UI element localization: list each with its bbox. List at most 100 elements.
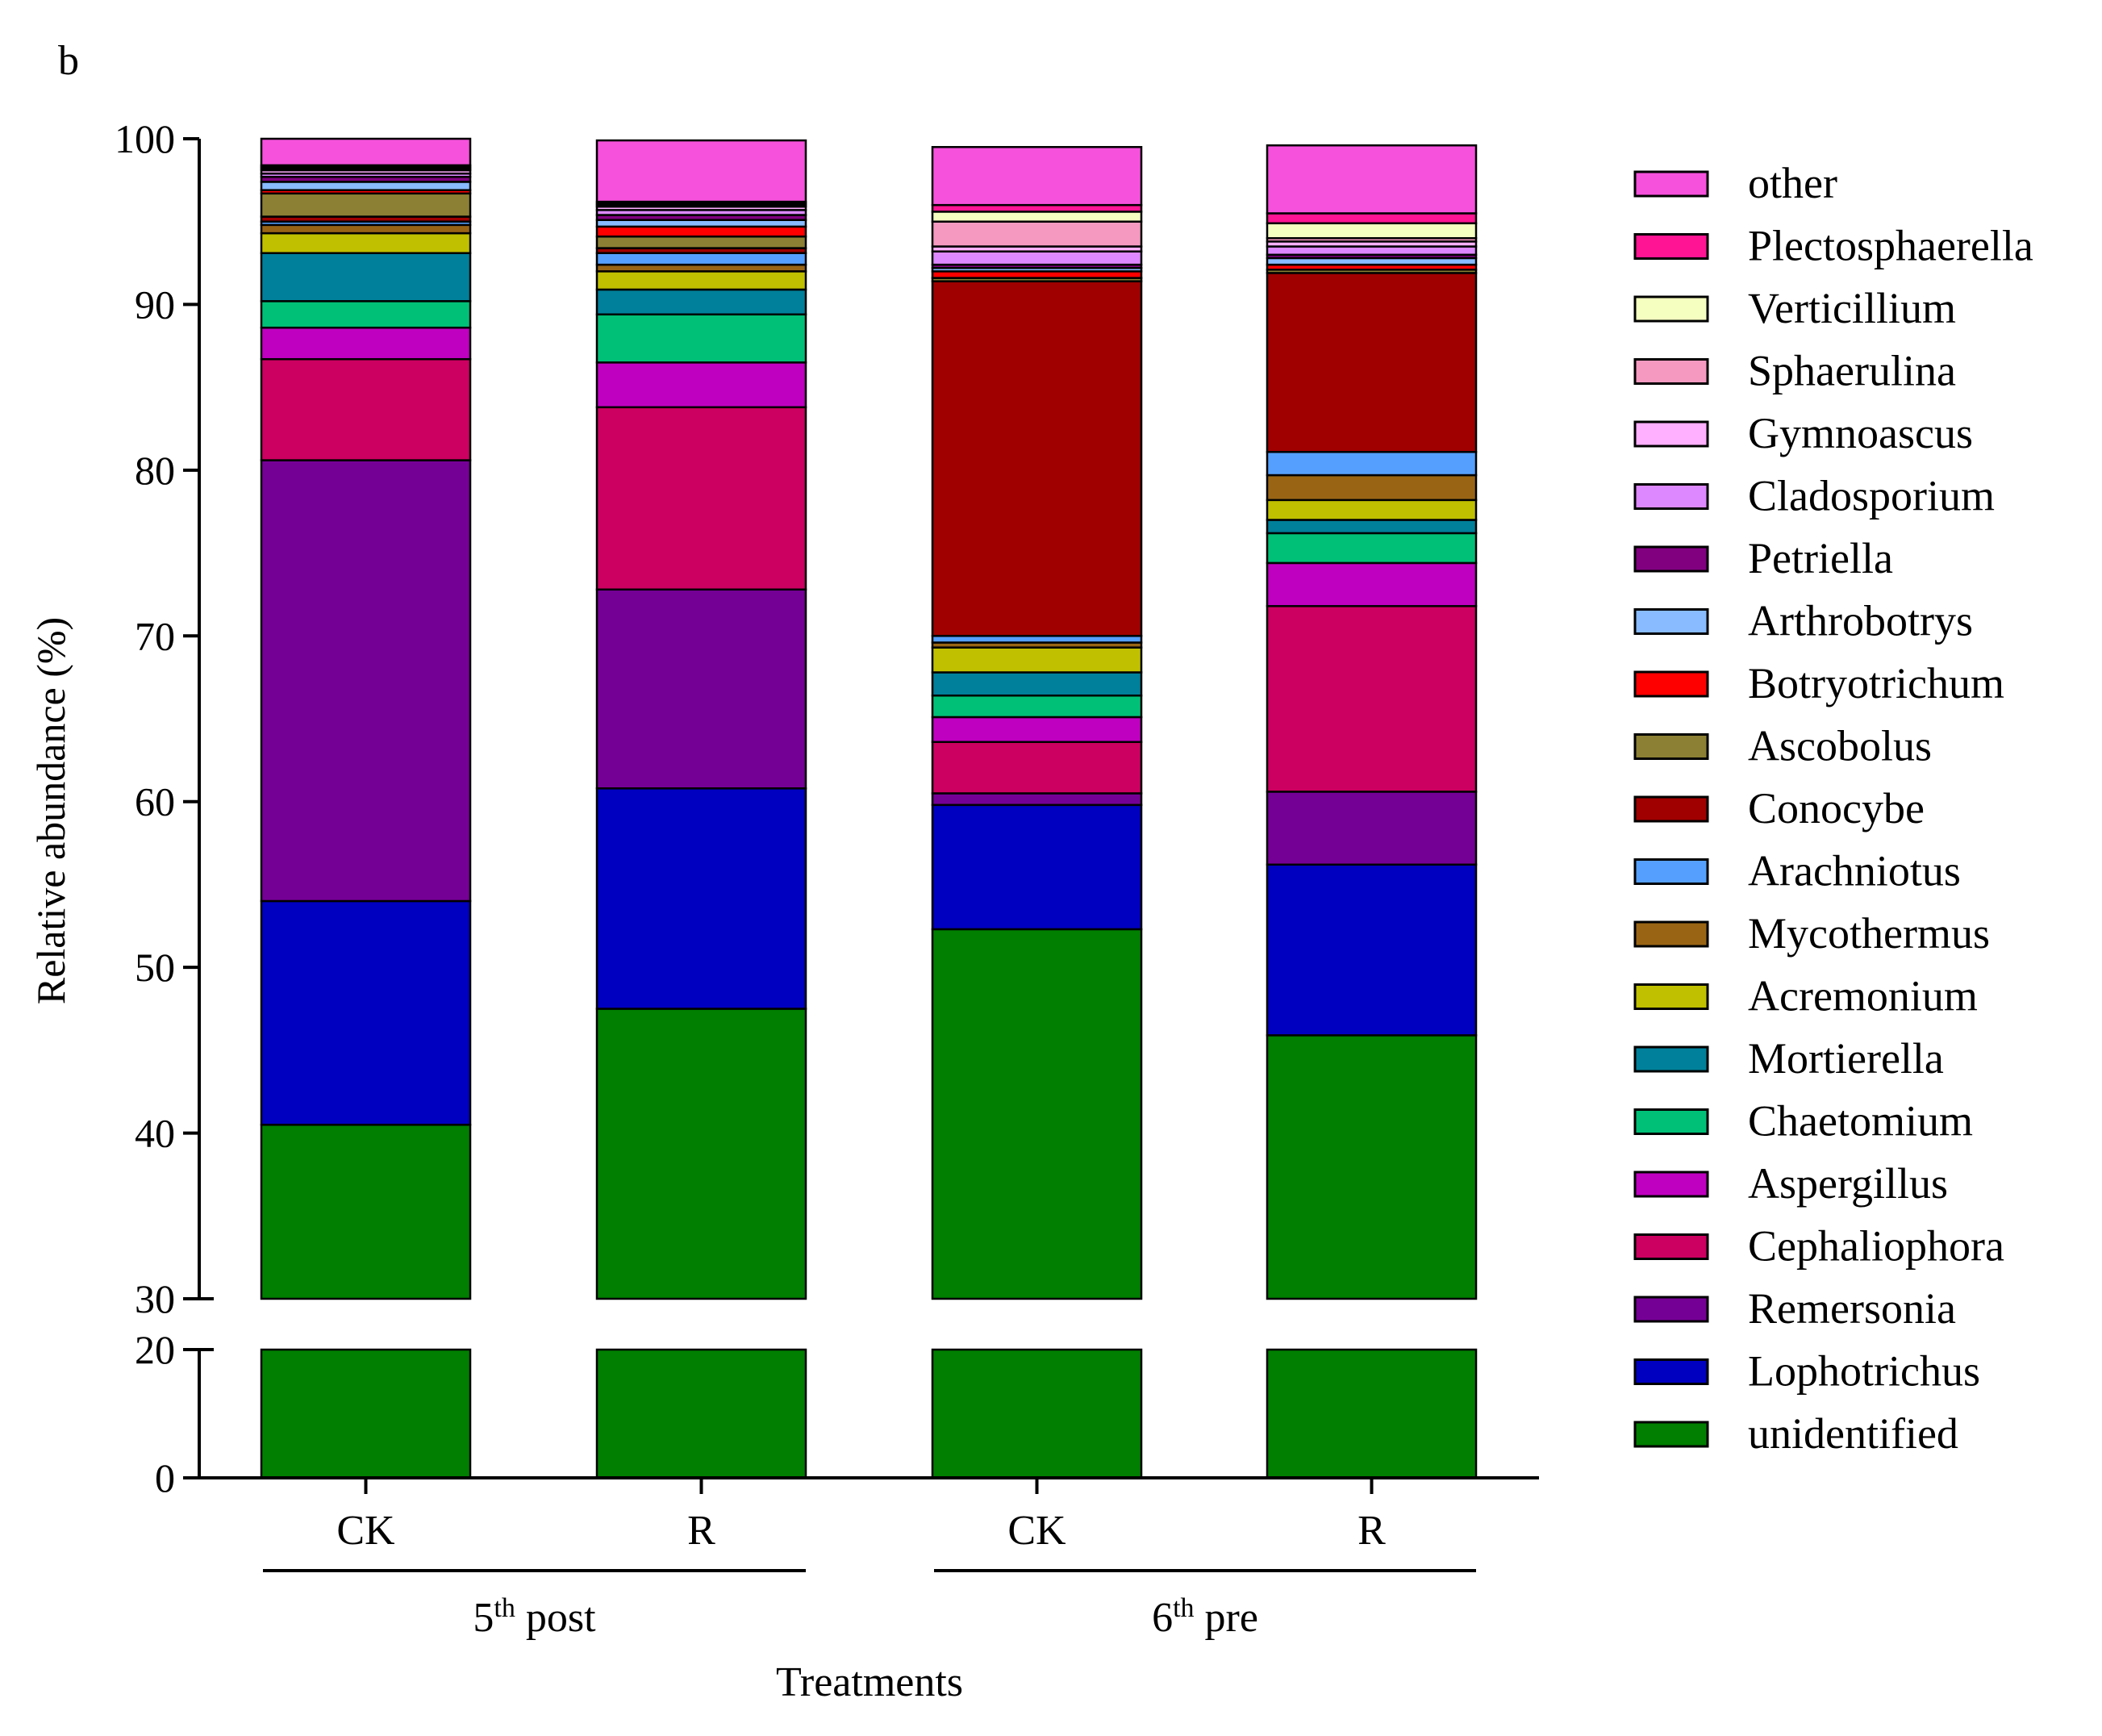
bar-segment-unidentified-4-lower [1266,1348,1478,1479]
bar-segment-unidentified-2-lower [595,1348,807,1479]
legend-swatch-remersonia [1633,1296,1709,1323]
bar-segment-remersonia-3 [931,792,1143,807]
legend-label-mycothermus: Mycothermus [1748,909,1990,958]
legend-item-plectosphaerella: Plectosphaerella [1633,222,2033,270]
legend-swatch-mycothermus [1633,920,1709,948]
legend-label-sphaerulina: Sphaerulina [1748,347,1956,395]
legend-label-cephaliophora: Cephaliophora [1748,1222,2004,1271]
x-tick-label-2: R [687,1508,715,1554]
bar-segment-unidentified-2 [595,1008,807,1300]
legend-label-chaetomium: Chaetomium [1748,1097,1973,1146]
legend-item-arthrobotrys: Arthrobotrys [1633,597,1973,645]
bar-segment-arachniotus-2 [595,252,807,266]
y-tick-label-80: 80 [135,448,175,493]
axes-layer: 30 40 50 60 70 80 90 100 0 20 [115,116,1539,1500]
bar-segment-aspergillus-3 [931,716,1143,744]
legend-label-unidentified: unidentified [1748,1409,1958,1458]
y-tick-label-30: 30 [135,1276,175,1321]
bar-segment-lophotrichus-3 [931,803,1143,931]
legend-item-lophotrichus: Lophotrichus [1633,1347,1980,1396]
y-tick-label-90: 90 [135,282,175,327]
bar-segment-cephaliophora-3 [931,741,1143,795]
legend-swatch-mortierella [1633,1045,1709,1073]
bar-segment-chaetomium-3 [931,694,1143,719]
legend-swatch-conocybe [1633,795,1709,823]
legend-swatch-aspergillus [1633,1171,1709,1198]
bar-segment-mortierella-2 [595,288,807,316]
legend-item-chaetomium: Chaetomium [1633,1097,1973,1146]
bar-segment-mycothermus-1 [260,223,472,235]
bar-segment-chaetomium-2 [595,313,807,364]
legend-swatch-unidentified [1633,1421,1709,1448]
y-tick-label-70: 70 [135,613,175,658]
legend-label-acremonium: Acremonium [1748,972,1978,1020]
bar-segment-arachniotus-4 [1266,451,1478,477]
bar-segment-lophotrichus-4 [1266,863,1478,1037]
legend-item-acremonium: Acremonium [1633,972,1978,1020]
legend-swatch-cephaliophora [1633,1233,1709,1260]
legend-item-verticillium: Verticillium [1633,284,1956,332]
bar-segment-mortierella-3 [931,671,1143,697]
y-tick-label-40: 40 [135,1111,175,1156]
legend-swatch-arthrobotrys [1633,608,1709,635]
bar-segment-cladosporium-3 [931,250,1143,266]
legend-swatch-arachniotus [1633,858,1709,885]
legend-label-lophotrichus: Lophotrichus [1748,1347,1980,1396]
bar-segment-acremonium-4 [1266,499,1478,521]
legend-swatch-other [1633,170,1709,198]
legend-item-sphaerulina: Sphaerulina [1633,347,1956,395]
legend-label-botryotrichum: Botryotrichum [1748,659,2004,707]
legend-item-other: other [1633,159,1837,207]
legend-item-ascobolus: Ascobolus [1633,722,1932,770]
bar-segment-cephaliophora-2 [595,406,807,591]
bar-segment-unidentified-3 [931,928,1143,1300]
bar-segment-mortierella-1 [260,252,472,303]
bar-segment-ascobolus-2 [595,235,807,249]
legend-label-mortierella: Mortierella [1748,1034,1944,1083]
y-tick-label-0: 0 [155,1455,175,1500]
legend-swatch-acremonium [1633,983,1709,1010]
bar-segment-ascobolus-1 [260,192,472,218]
legend-label-other: other [1748,159,1837,207]
legend-swatch-verticillium [1633,295,1709,323]
bar-segment-remersonia-2 [595,588,807,790]
y-tick-label-60: 60 [135,779,175,824]
legend-item-conocybe: Conocybe [1633,784,1925,833]
bar-segment-acremonium-1 [260,232,472,254]
bar-segment-other-4 [1266,144,1478,215]
legend-item-remersonia: Remersonia [1633,1284,1956,1333]
bar-segment-unidentified-3-lower [931,1348,1143,1479]
legend-swatch-lophotrichus [1633,1358,1709,1385]
legend-label-petriella: Petriella [1748,534,1893,582]
bar-segment-other-1 [260,137,472,167]
bar-segment-unidentified-4 [1266,1034,1478,1300]
legend-item-gymnoascus: Gymnoascus [1633,409,1973,457]
panel-label: b [58,38,79,84]
y-tick-label-20: 20 [135,1327,175,1372]
legend-item-mortierella: Mortierella [1633,1034,1944,1083]
bar-segment-aspergillus-1 [260,326,472,361]
legend-swatch-cladosporium [1633,483,1709,510]
legend-label-arachniotus: Arachniotus [1748,847,1961,895]
bar-segment-plectosphaerella-4 [1266,212,1478,225]
bar-segment-arthrobotrys-1 [260,181,472,191]
legend-swatch-ascobolus [1633,733,1709,760]
bar-segment-mortierella-4 [1266,519,1478,535]
legend-item-petriella: Petriella [1633,534,1893,582]
bar-segment-conocybe-4 [1266,272,1478,453]
bar-segment-cladosporium-4 [1266,245,1478,257]
bar-segment-aspergillus-2 [595,361,807,409]
legend-label-conocybe: Conocybe [1748,784,1925,833]
group-label-2: 6th pre [1152,1593,1258,1642]
legend-item-cladosporium: Cladosporium [1633,472,1995,520]
legend-swatch-botryotrichum [1633,670,1709,698]
x-tick-label-1: CK [336,1508,395,1554]
bar-segment-acremonium-3 [931,646,1143,674]
x-tick-labels: CK R CK R [336,1478,1386,1554]
bar-segment-cephaliophora-4 [1266,605,1478,793]
bar-segment-cephaliophora-1 [260,357,472,461]
x-tick-label-3: CK [1007,1508,1066,1554]
legend-swatch-gymnoascus [1633,420,1709,448]
bar-segment-chaetomium-1 [260,300,472,329]
bar-segment-botryotrichum-2 [595,225,807,238]
